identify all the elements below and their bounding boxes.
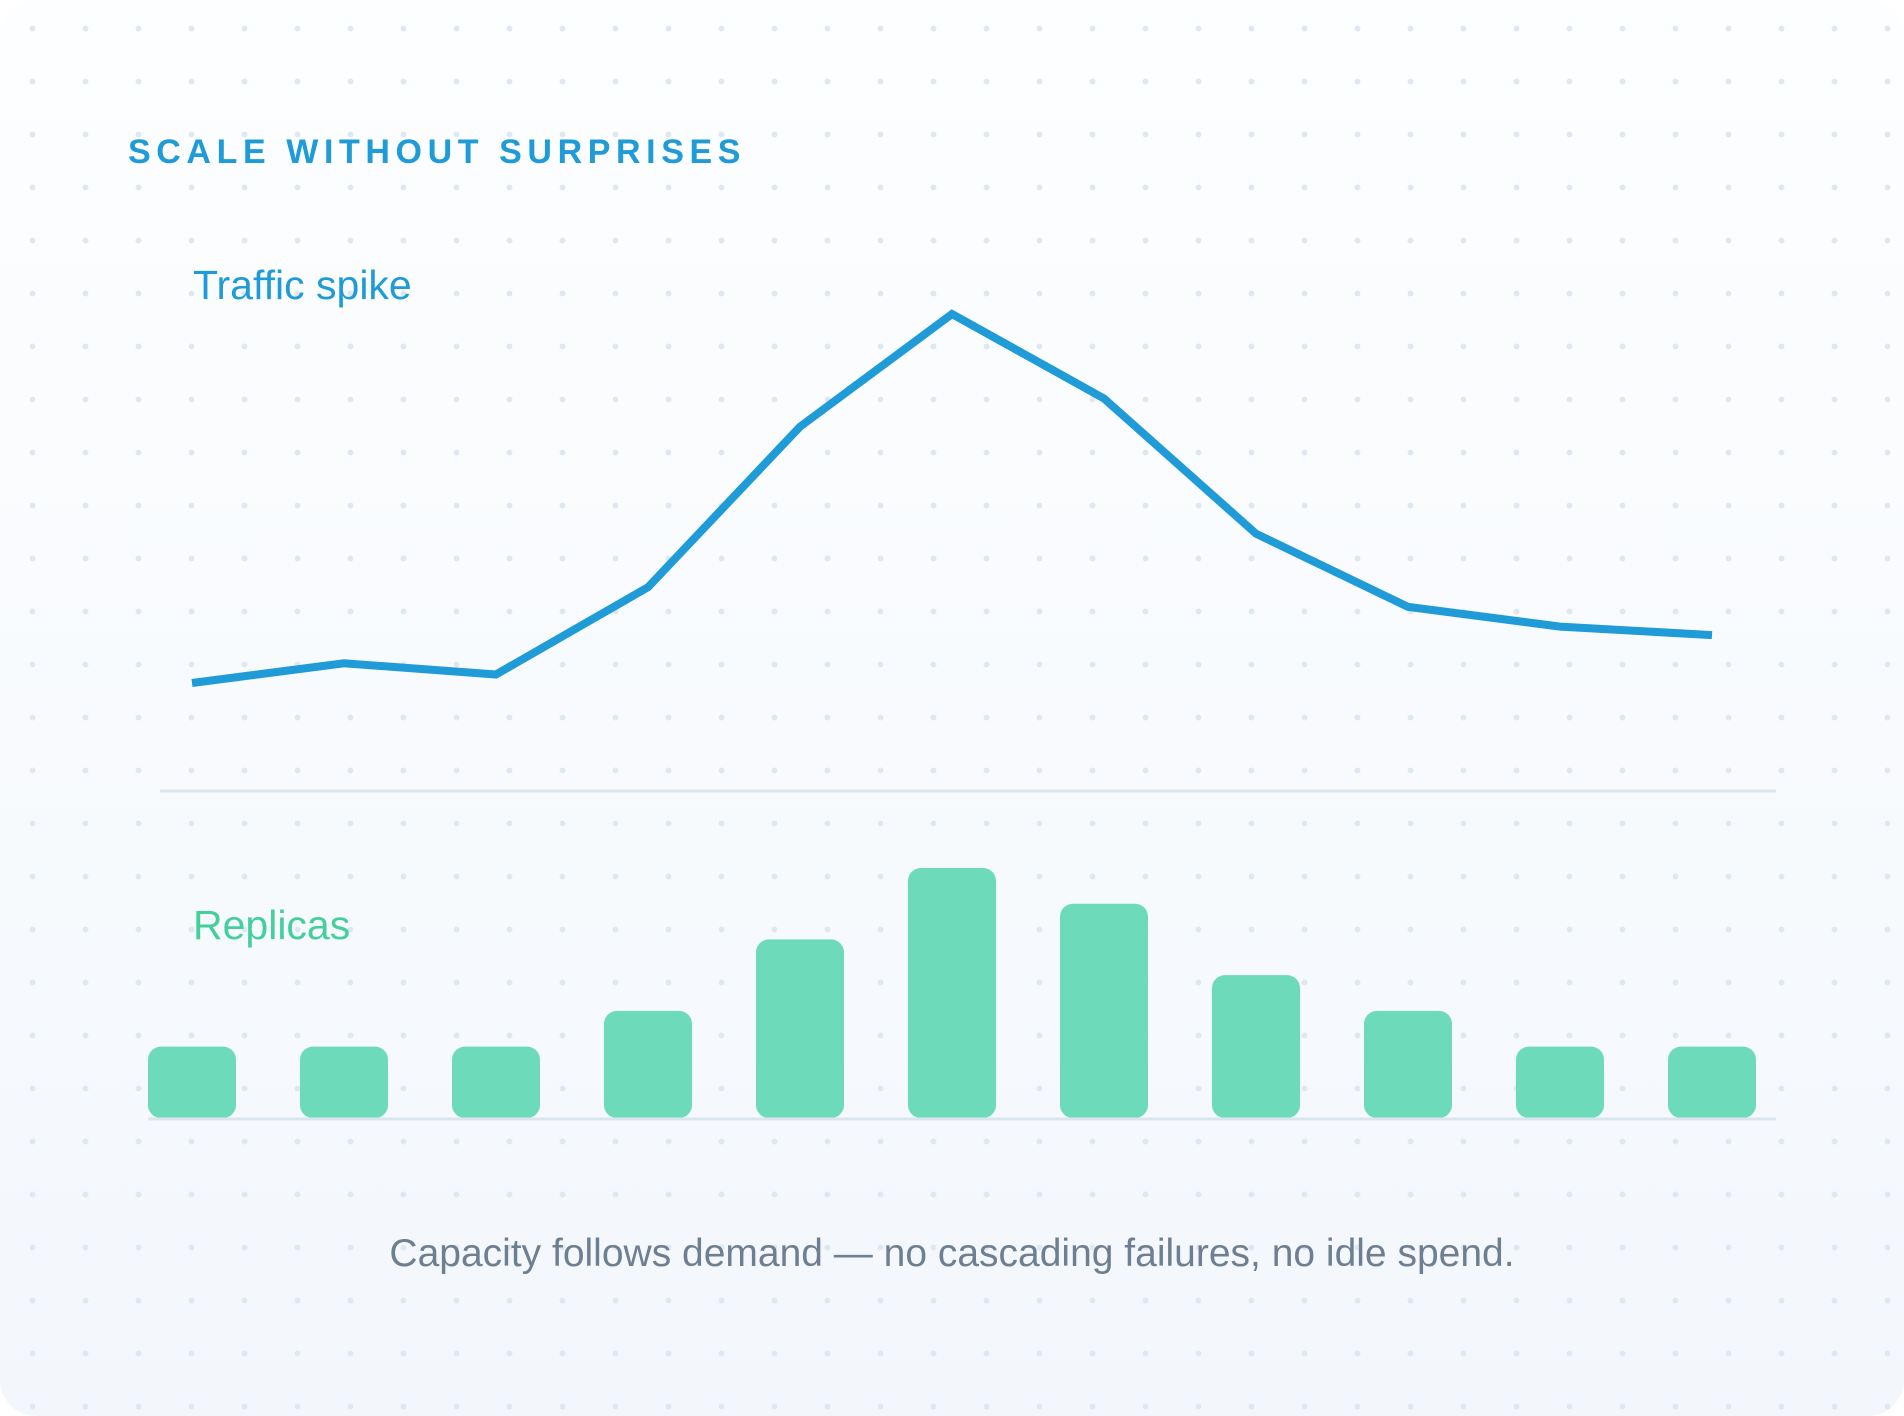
traffic-series-line [191,309,1713,687]
replicas-bar-7 [1060,903,1148,1118]
replicas-bar-chart [148,868,1756,1118]
replicas-bar-3 [452,1046,540,1118]
replicas-bar-6 [908,868,996,1118]
replicas-bar-5 [756,939,844,1118]
traffic-chart-title: Traffic spike [193,262,412,308]
replicas-bar-9 [1364,1010,1452,1118]
replicas-bar-10 [1516,1046,1604,1118]
replicas-bar-11 [1668,1046,1756,1118]
replicas-bar-1 [148,1046,236,1118]
traffic-line-chart [191,309,1713,687]
replicas-bar-2 [300,1046,388,1118]
replicas-bar-8 [1212,975,1300,1118]
chart-caption: Capacity follows demand — no cascading f… [389,1232,1515,1275]
replicas-chart-title: Replicas [193,902,350,948]
replicas-bar-4 [604,1010,692,1118]
eyebrow-title: SCALE WITHOUT SURPRISES [128,133,747,171]
